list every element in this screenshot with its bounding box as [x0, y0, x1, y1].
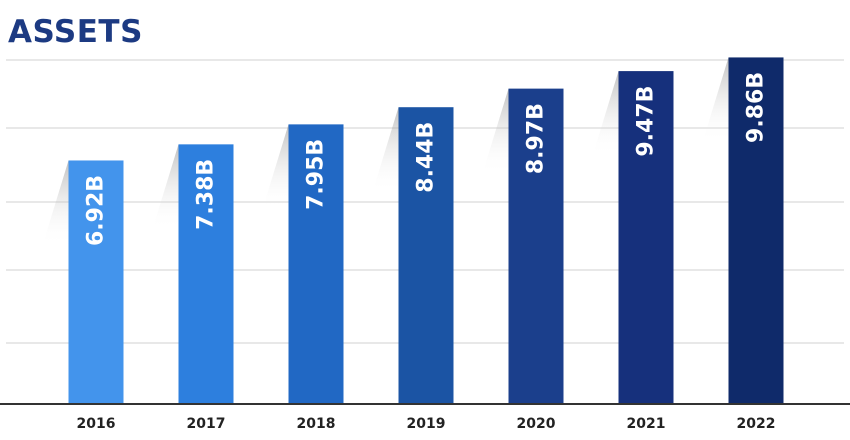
bar-shadow — [372, 107, 399, 193]
bar-value-label: 8.97B — [524, 103, 549, 174]
x-tick-label: 2021 — [627, 416, 666, 432]
bar-shadow — [702, 57, 729, 143]
bar-value-labels: 6.92B 7.38B 7.95B 8.44B 8.97B 9.47B 9.86B — [84, 72, 769, 246]
bar-shadow — [152, 144, 179, 230]
bar-value-label: 9.86B — [744, 72, 769, 143]
x-tick-label: 2016 — [77, 416, 116, 432]
bar-value-label: 7.95B — [304, 139, 329, 210]
bar-value-label: 8.44B — [414, 122, 439, 193]
x-tick-label: 2017 — [187, 416, 226, 432]
bar-2022 — [728, 57, 784, 403]
bar-shadows — [42, 57, 729, 246]
bar-value-label: 7.38B — [194, 159, 219, 230]
chart-title: ASSETS — [8, 14, 143, 50]
x-tick-label: 2022 — [737, 416, 776, 432]
bar-shadow — [592, 71, 619, 157]
x-tick-label: 2020 — [517, 416, 556, 432]
bar-value-label: 9.47B — [634, 86, 659, 157]
bar-2021 — [618, 71, 674, 403]
bar-value-label: 6.92B — [84, 175, 109, 246]
bar-shadow — [262, 124, 289, 210]
bar-2019 — [398, 107, 454, 404]
bars — [68, 57, 784, 404]
bar-2017 — [178, 144, 234, 403]
bar-2018 — [288, 124, 344, 403]
bar-shadow — [482, 88, 509, 174]
x-tick-labels: 2016 2017 2018 2019 2020 2021 2022 — [77, 416, 776, 432]
x-tick-label: 2018 — [297, 416, 336, 432]
bar-2020 — [508, 88, 564, 403]
x-tick-label: 2019 — [407, 416, 446, 432]
bar-shadow — [42, 160, 69, 246]
bar-2016 — [68, 160, 124, 403]
